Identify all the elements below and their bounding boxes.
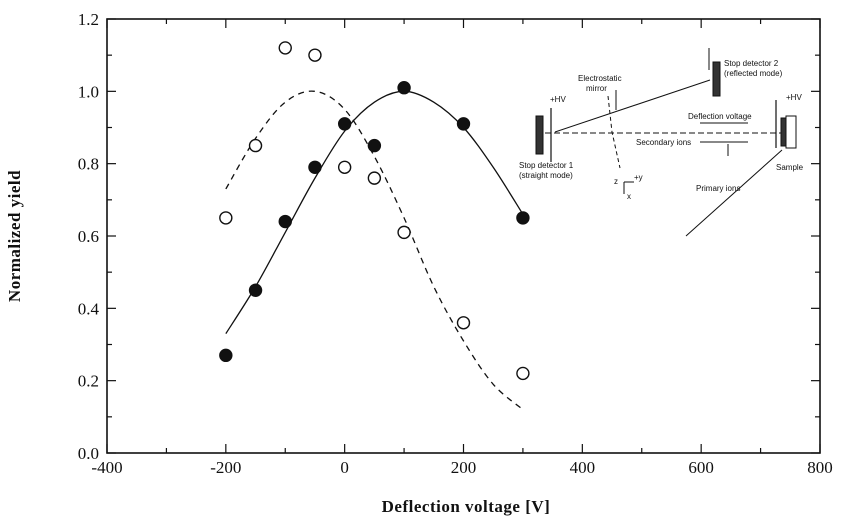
x-tick-label: 400 [570,458,596,477]
filled-point [397,81,411,95]
label-straight-mode: (straight mode) [519,171,573,180]
fit-curves [225,90,524,411]
open-point [219,211,233,225]
stop-detector-2-plate [712,61,721,97]
y-tick-label: 1.0 [78,82,99,101]
y-tick-label: 0.0 [78,444,99,463]
label-primary-ions: Primary ions [696,184,740,193]
schematic-labels: Stop detector 2 (reflected mode) Electro… [519,59,804,201]
x-tick-label: 200 [451,458,477,477]
open-point [278,41,292,55]
primary-ion-beam [685,149,783,237]
label-stop-detector-2: Stop detector 2 [724,59,779,68]
open-point [456,316,471,330]
y-tick-label: 0.4 [78,299,100,318]
label-reflected-mode: (reflected mode) [724,69,783,78]
open-point [367,171,382,185]
axis-ticks [106,18,821,454]
label-sample: Sample [776,163,804,172]
filled-point [367,138,382,153]
stop-detector-1-plate [535,115,544,155]
label-deflection-voltage: Deflection voltage [688,112,752,121]
x-tick-label: 0 [340,458,349,477]
label-axis-x: x [627,192,631,201]
data-points [219,41,530,381]
x-tick-label: 600 [688,458,714,477]
label-axis-y: +y [634,173,643,182]
open-point [516,366,530,381]
open-point [337,160,352,174]
x-tick-label: -400 [91,458,122,477]
filled-point [516,211,530,225]
label-hv-right: +HV [786,93,802,102]
y-tick-label: 0.8 [78,155,99,174]
label-secondary-ions: Secondary ions [636,138,691,147]
open-point [397,225,411,240]
label-mirror: mirror [586,84,607,93]
y-tick-label: 0.2 [78,372,99,391]
y-tick-label: 0.6 [78,227,99,246]
x-tick-label: 800 [807,458,833,477]
x-axis-title: Deflection voltage [V] [382,497,551,516]
y-tick-label: 1.2 [78,10,99,29]
tick-labels: -400 -200 0 200 400 600 800 0.0 0.2 0.4 0.6 0.8 1.0 1… [78,10,833,477]
ion-path-reflected [554,79,711,133]
label-stop-detector-1: Stop detector 1 [519,161,574,170]
label-hv-left: +HV [550,95,566,104]
filled-point [278,214,292,229]
electrostatic-mirror [607,95,621,169]
instrument-schematic [535,48,797,237]
open-point [308,48,322,62]
filled-point [456,117,471,131]
fit-curve-solid [225,90,524,334]
sample-holder [780,117,787,147]
sample-plate [785,115,797,149]
label-electrostatic: Electrostatic [578,74,622,83]
x-tick-label: -200 [210,458,241,477]
filled-point [337,117,352,131]
filled-point [248,283,263,297]
label-axis-z: z [614,177,618,186]
y-axis-title: Normalized yield [5,170,24,302]
filled-point [219,348,233,363]
filled-point [308,160,322,174]
open-point [248,138,263,153]
